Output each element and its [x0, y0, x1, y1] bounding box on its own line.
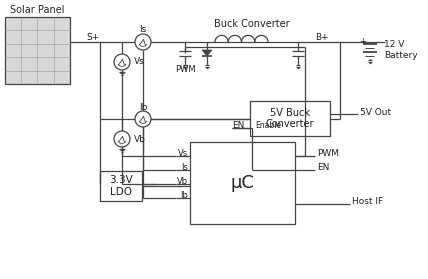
Text: 5V Out: 5V Out: [360, 108, 391, 117]
Bar: [190, 142, 295, 224]
Text: Host IF: Host IF: [352, 198, 383, 206]
Bar: [100, 171, 142, 201]
Text: PWM: PWM: [175, 64, 195, 73]
Text: Is: Is: [181, 163, 188, 172]
Bar: [5, 17, 70, 84]
Text: μC: μC: [231, 174, 254, 192]
Circle shape: [114, 131, 130, 147]
Text: Ib: Ib: [180, 191, 188, 201]
Text: EN: EN: [233, 121, 245, 129]
Text: Vb: Vb: [177, 177, 188, 186]
Circle shape: [135, 34, 151, 50]
Text: 3.3V
LDO: 3.3V LDO: [109, 175, 133, 197]
Polygon shape: [202, 50, 212, 56]
Text: Vb: Vb: [134, 134, 146, 143]
Text: Buck Converter: Buck Converter: [214, 19, 290, 29]
Text: +: +: [360, 37, 366, 45]
Text: 12 V
Battery: 12 V Battery: [384, 40, 418, 60]
Text: B+: B+: [315, 32, 329, 42]
Circle shape: [135, 111, 151, 127]
Bar: [250, 101, 330, 136]
Text: Vs: Vs: [134, 57, 145, 66]
Text: S+: S+: [86, 32, 99, 42]
Text: Enable: Enable: [255, 121, 281, 129]
Text: 5V Buck
Converter: 5V Buck Converter: [266, 108, 314, 129]
Text: PWM: PWM: [317, 150, 339, 158]
Text: Ib: Ib: [139, 102, 147, 112]
Circle shape: [114, 54, 130, 70]
Text: EN: EN: [317, 163, 330, 172]
Text: Is: Is: [140, 25, 147, 35]
Text: Solar Panel: Solar Panel: [10, 5, 65, 15]
Text: Vs: Vs: [178, 150, 188, 158]
